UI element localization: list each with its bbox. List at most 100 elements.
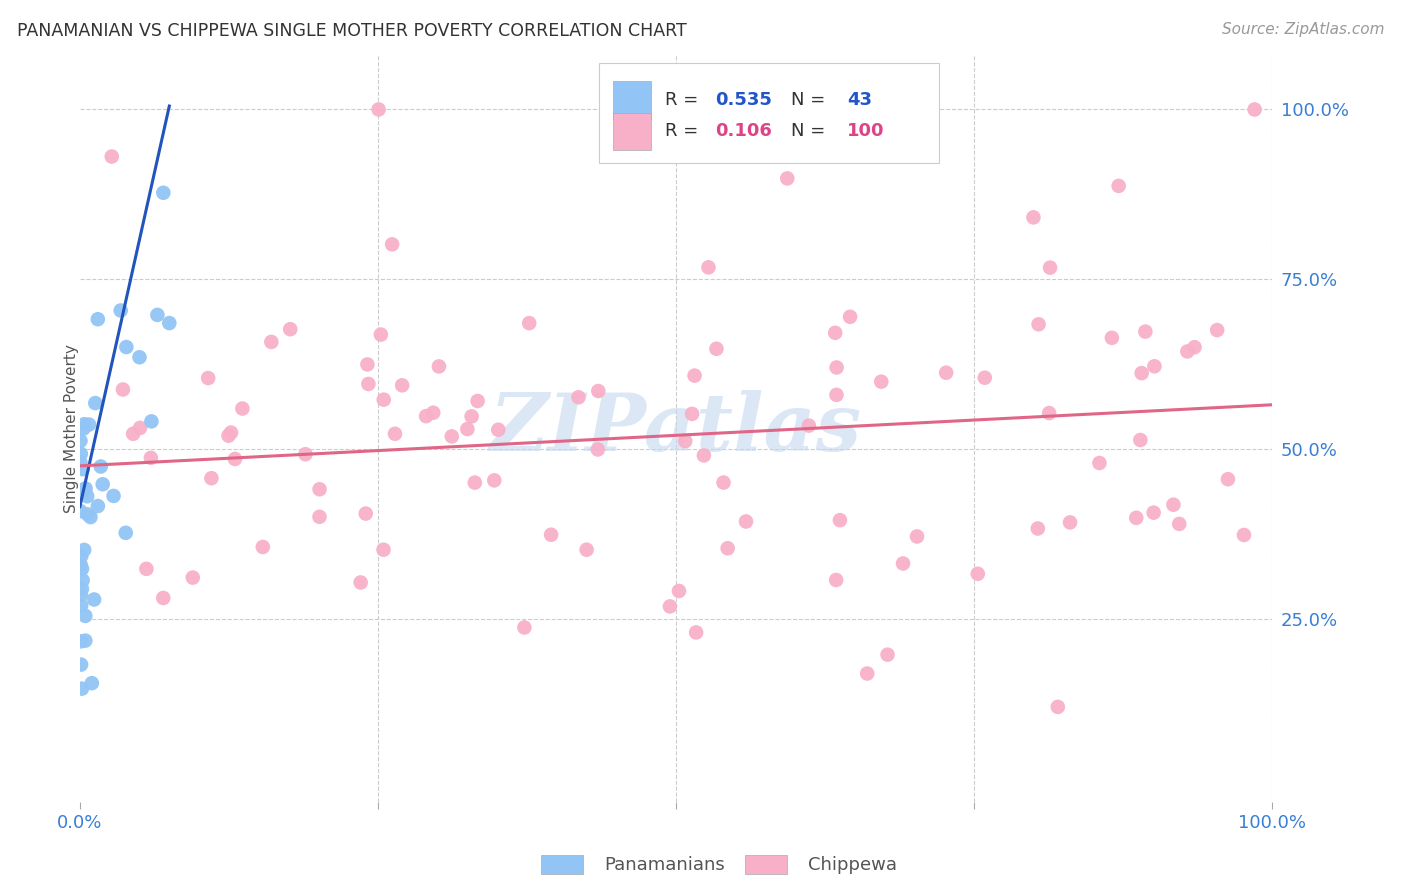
Point bbox=[586, 442, 609, 457]
Point bbox=[72, 485, 94, 500]
Point bbox=[111, 383, 134, 397]
Point bbox=[70, 549, 93, 563]
Text: 0.535: 0.535 bbox=[716, 91, 772, 109]
Point bbox=[427, 359, 450, 374]
Point bbox=[693, 449, 716, 463]
Point bbox=[76, 489, 98, 503]
Point bbox=[1038, 406, 1060, 420]
Point bbox=[87, 312, 110, 326]
Point bbox=[152, 591, 174, 605]
Point bbox=[373, 392, 395, 407]
Point bbox=[685, 625, 707, 640]
Point bbox=[70, 634, 93, 648]
Point bbox=[354, 507, 377, 521]
Point bbox=[75, 482, 97, 496]
Point bbox=[717, 541, 740, 556]
Point bbox=[1059, 516, 1081, 530]
Point bbox=[87, 499, 110, 513]
Point bbox=[513, 620, 536, 634]
Point bbox=[870, 375, 893, 389]
Point bbox=[697, 260, 720, 275]
Point bbox=[735, 515, 758, 529]
Point bbox=[115, 340, 138, 354]
Point bbox=[1184, 340, 1206, 354]
Point bbox=[456, 422, 478, 436]
Point bbox=[681, 407, 703, 421]
Text: 0.106: 0.106 bbox=[716, 122, 772, 140]
Point bbox=[76, 508, 98, 522]
Point bbox=[90, 459, 112, 474]
Point bbox=[1163, 498, 1185, 512]
Point bbox=[69, 504, 91, 518]
Point bbox=[69, 434, 91, 448]
Y-axis label: Single Mother Poverty: Single Mother Poverty bbox=[65, 344, 79, 513]
Point bbox=[231, 401, 253, 416]
Point bbox=[825, 360, 848, 375]
Point bbox=[70, 588, 93, 602]
Text: Panamanians: Panamanians bbox=[605, 856, 725, 874]
Point bbox=[567, 390, 589, 404]
Point bbox=[139, 450, 162, 465]
Point bbox=[141, 414, 163, 428]
Point bbox=[1233, 528, 1256, 542]
Point bbox=[575, 542, 598, 557]
Point bbox=[129, 421, 152, 435]
FancyBboxPatch shape bbox=[613, 81, 651, 119]
Point bbox=[1206, 323, 1229, 337]
Point bbox=[77, 417, 100, 432]
Point bbox=[80, 676, 103, 690]
Point bbox=[73, 417, 96, 432]
Point bbox=[1022, 211, 1045, 225]
Point bbox=[1026, 521, 1049, 535]
Point bbox=[72, 421, 94, 435]
Text: PANAMANIAN VS CHIPPEWA SINGLE MOTHER POVERTY CORRELATION CHART: PANAMANIAN VS CHIPPEWA SINGLE MOTHER POV… bbox=[17, 22, 686, 40]
Point bbox=[467, 394, 489, 409]
Text: ZIPatlas: ZIPatlas bbox=[491, 390, 862, 467]
Point bbox=[1125, 510, 1147, 524]
Point bbox=[218, 428, 240, 442]
Text: Source: ZipAtlas.com: Source: ZipAtlas.com bbox=[1222, 22, 1385, 37]
Text: 100: 100 bbox=[846, 122, 884, 140]
Point bbox=[200, 471, 222, 485]
Point bbox=[828, 513, 851, 527]
Point bbox=[103, 489, 125, 503]
Point bbox=[588, 384, 610, 398]
Point bbox=[966, 566, 988, 581]
Point bbox=[1108, 178, 1130, 193]
Point bbox=[83, 592, 105, 607]
Point bbox=[1046, 699, 1069, 714]
Point bbox=[391, 378, 413, 392]
Point bbox=[79, 510, 101, 524]
Point bbox=[1143, 359, 1166, 374]
Text: R =: R = bbox=[665, 91, 704, 109]
Point bbox=[75, 482, 97, 496]
Point bbox=[415, 409, 437, 424]
Point bbox=[1039, 260, 1062, 275]
Text: N =: N = bbox=[790, 122, 831, 140]
Point bbox=[683, 368, 706, 383]
Point bbox=[75, 633, 97, 648]
Point bbox=[72, 462, 94, 476]
Point bbox=[1028, 318, 1050, 332]
Point bbox=[260, 334, 283, 349]
FancyBboxPatch shape bbox=[599, 62, 939, 163]
Point bbox=[146, 308, 169, 322]
Point bbox=[84, 396, 107, 410]
Point bbox=[1130, 366, 1153, 380]
Text: Chippewa: Chippewa bbox=[808, 856, 897, 874]
Point bbox=[668, 583, 690, 598]
Point bbox=[876, 648, 898, 662]
Point bbox=[797, 418, 820, 433]
Point bbox=[75, 608, 97, 623]
Point bbox=[73, 542, 96, 557]
Point bbox=[357, 376, 380, 391]
Point bbox=[673, 434, 696, 448]
Point bbox=[776, 171, 799, 186]
Point bbox=[825, 573, 848, 587]
Point bbox=[152, 186, 174, 200]
Point bbox=[128, 351, 150, 365]
Point bbox=[381, 237, 404, 252]
Point bbox=[70, 582, 93, 596]
Point bbox=[422, 406, 444, 420]
Point bbox=[1101, 331, 1123, 345]
